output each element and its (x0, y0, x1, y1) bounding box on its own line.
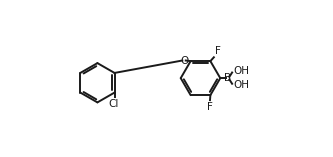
Text: F: F (215, 46, 221, 56)
Text: OH: OH (233, 66, 249, 76)
Text: Cl: Cl (109, 99, 119, 109)
Text: OH: OH (233, 80, 249, 90)
Text: O: O (180, 56, 188, 65)
Text: F: F (207, 102, 212, 112)
Text: B: B (224, 73, 231, 83)
